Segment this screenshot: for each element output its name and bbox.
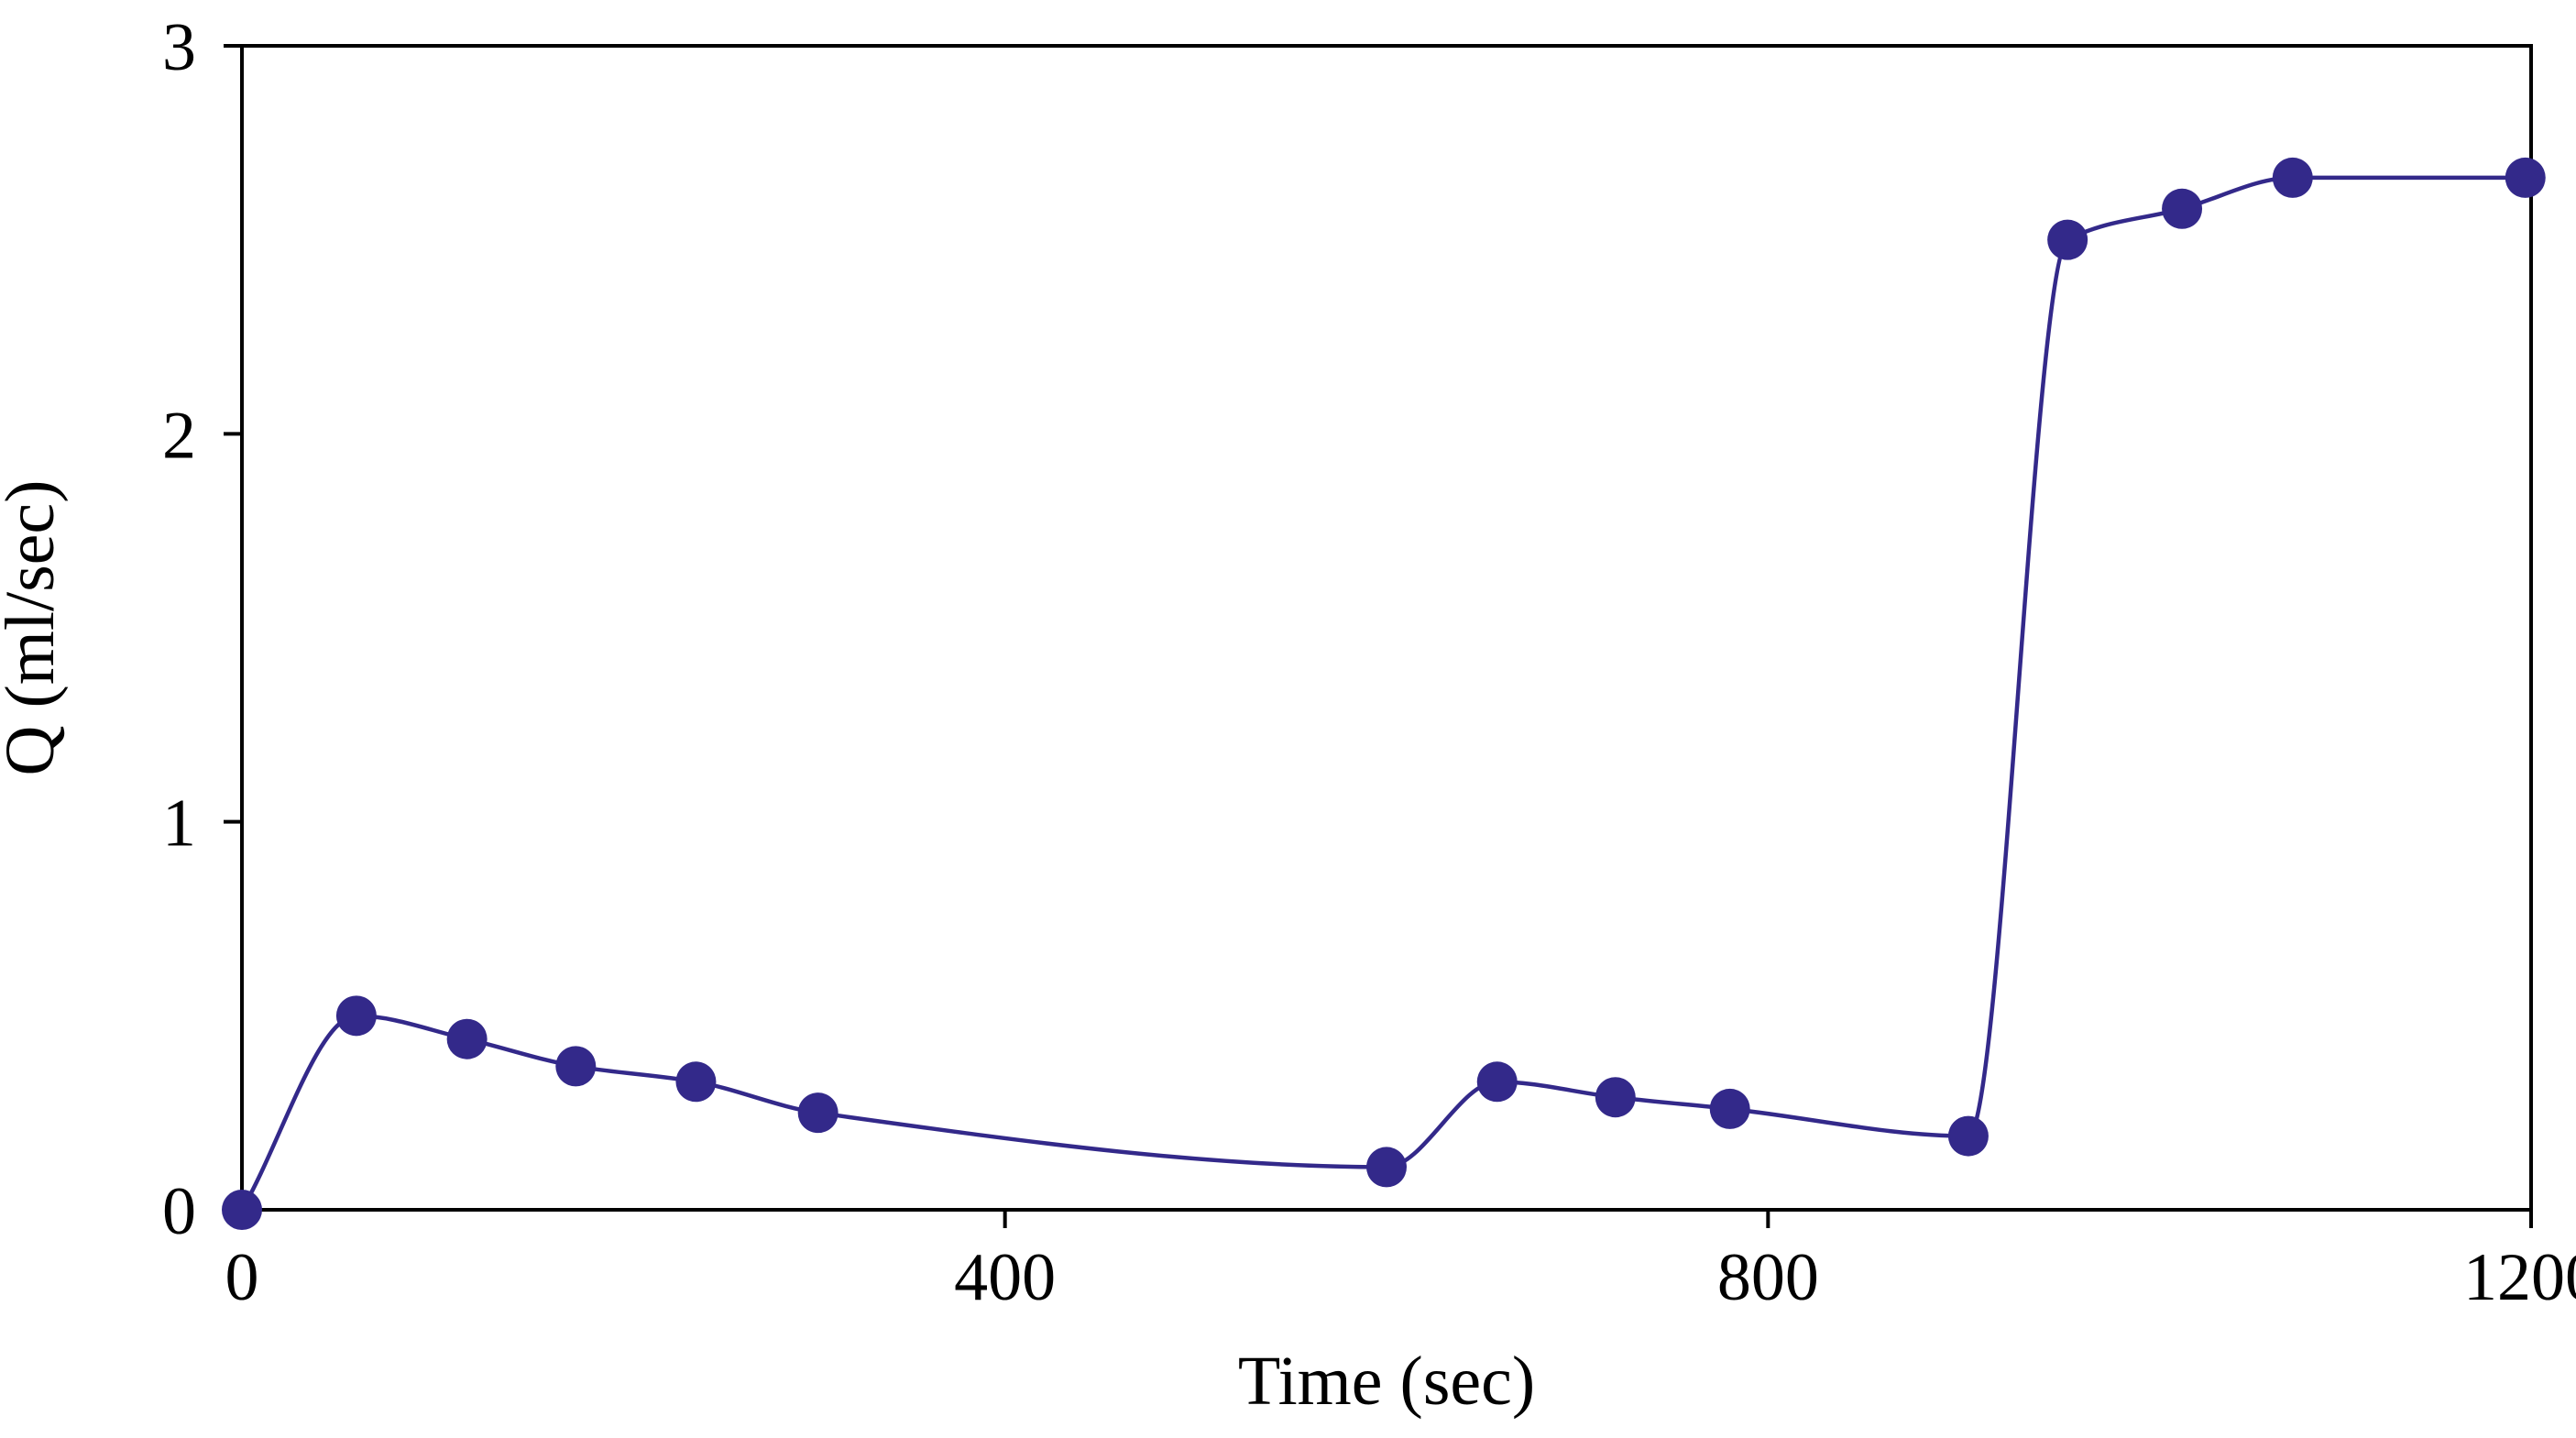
series-line <box>240 175 2526 1212</box>
data-point <box>2047 219 2088 260</box>
x-tick-label: 0 <box>225 1240 259 1315</box>
data-point <box>1709 1088 1750 1129</box>
data-point <box>1476 1061 1518 1103</box>
data-point <box>446 1018 488 1059</box>
data-point <box>1366 1147 1407 1188</box>
data-point <box>2505 157 2546 198</box>
y-tick-label: 3 <box>162 10 196 85</box>
data-point <box>222 1190 262 1230</box>
data-point <box>2272 157 2313 198</box>
data-point <box>1947 1115 1989 1157</box>
data-point <box>335 995 377 1037</box>
plot-frame <box>240 44 2533 1212</box>
data-point <box>555 1046 597 1087</box>
y-tick-label: 0 <box>162 1174 196 1249</box>
data-point <box>675 1061 717 1103</box>
x-tick-label: 800 <box>1717 1240 1819 1315</box>
y-tick-label: 1 <box>162 786 196 862</box>
data-point <box>2162 188 2203 229</box>
y-axis-ticks: 0 1 2 3 <box>162 10 242 1249</box>
data-point <box>1595 1077 1636 1118</box>
y-tick-label: 2 <box>162 398 196 473</box>
plot-border <box>240 44 2533 1212</box>
data-point <box>797 1092 839 1134</box>
y-axis-title: Q (ml/sec) <box>0 480 69 776</box>
x-axis-title: Time (sec) <box>1238 1343 1535 1420</box>
x-tick-label: 400 <box>954 1240 1056 1315</box>
series-layer <box>222 157 2546 1230</box>
